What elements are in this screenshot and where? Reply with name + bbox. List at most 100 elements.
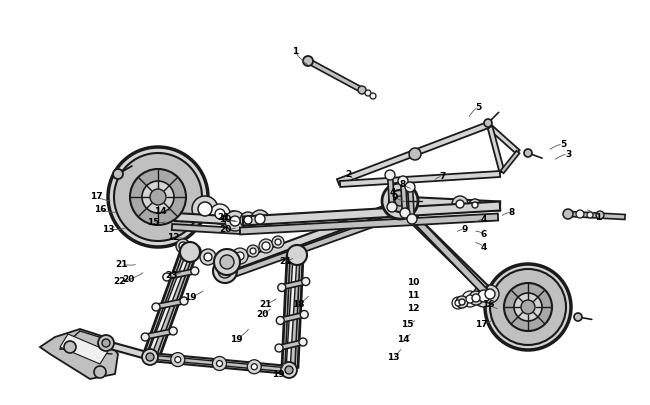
Circle shape: [469, 291, 483, 305]
Polygon shape: [175, 213, 243, 226]
Text: 17: 17: [474, 320, 488, 329]
Polygon shape: [282, 257, 303, 367]
Circle shape: [456, 296, 468, 308]
Text: 10: 10: [407, 278, 419, 287]
Circle shape: [455, 300, 461, 306]
Circle shape: [478, 290, 490, 302]
Circle shape: [215, 209, 225, 220]
Circle shape: [596, 211, 604, 220]
Text: 20: 20: [256, 310, 268, 319]
Circle shape: [220, 256, 234, 269]
Text: 17: 17: [90, 192, 102, 201]
Text: 14: 14: [396, 335, 410, 344]
Circle shape: [281, 362, 297, 378]
Circle shape: [472, 202, 478, 209]
Circle shape: [278, 284, 286, 292]
Text: 21: 21: [259, 300, 271, 309]
Circle shape: [230, 216, 240, 226]
Circle shape: [365, 91, 371, 97]
Circle shape: [171, 353, 185, 367]
Polygon shape: [172, 224, 240, 234]
Circle shape: [180, 297, 188, 305]
Text: 2: 2: [345, 170, 351, 179]
Circle shape: [255, 215, 265, 224]
Circle shape: [98, 335, 114, 351]
Text: 21: 21: [218, 213, 230, 222]
Text: 9: 9: [462, 225, 468, 234]
Circle shape: [300, 311, 308, 319]
Text: 1: 1: [292, 47, 298, 56]
Text: 3: 3: [565, 150, 571, 159]
Text: 8: 8: [509, 208, 515, 217]
Circle shape: [462, 291, 478, 307]
Circle shape: [370, 94, 376, 100]
Circle shape: [484, 120, 492, 128]
Circle shape: [216, 360, 222, 367]
Circle shape: [563, 209, 573, 220]
Polygon shape: [279, 312, 306, 323]
Text: 13: 13: [387, 353, 399, 362]
Polygon shape: [309, 61, 361, 92]
Circle shape: [276, 317, 284, 325]
Text: 1: 1: [595, 213, 601, 222]
Text: 21: 21: [279, 257, 291, 266]
Text: 5: 5: [560, 140, 566, 149]
Circle shape: [162, 273, 171, 281]
Circle shape: [514, 293, 542, 321]
Circle shape: [387, 202, 397, 213]
Circle shape: [200, 249, 216, 265]
Text: 20: 20: [122, 275, 134, 284]
Circle shape: [130, 170, 186, 226]
Circle shape: [225, 211, 245, 231]
Circle shape: [152, 303, 160, 311]
Polygon shape: [242, 202, 500, 226]
Circle shape: [456, 200, 464, 209]
Circle shape: [485, 264, 571, 350]
Polygon shape: [286, 257, 297, 371]
Polygon shape: [224, 203, 396, 273]
Circle shape: [189, 245, 201, 257]
Circle shape: [236, 252, 244, 260]
Text: 22: 22: [114, 277, 126, 286]
Text: 21: 21: [116, 260, 128, 269]
Circle shape: [141, 333, 150, 341]
Circle shape: [247, 245, 259, 257]
Polygon shape: [340, 172, 500, 188]
Polygon shape: [104, 341, 153, 360]
Circle shape: [472, 294, 480, 302]
Text: 4: 4: [481, 243, 488, 252]
Polygon shape: [337, 123, 489, 185]
Circle shape: [218, 264, 232, 278]
Circle shape: [232, 248, 248, 264]
Circle shape: [469, 200, 481, 211]
Text: 14: 14: [153, 207, 166, 216]
Circle shape: [210, 205, 230, 224]
Circle shape: [192, 196, 218, 222]
Polygon shape: [500, 151, 519, 174]
Circle shape: [466, 295, 474, 303]
Circle shape: [389, 190, 411, 213]
Circle shape: [398, 177, 408, 187]
Circle shape: [176, 239, 190, 254]
Circle shape: [504, 284, 552, 331]
Polygon shape: [570, 212, 625, 220]
Circle shape: [146, 353, 154, 361]
Polygon shape: [488, 127, 504, 173]
Circle shape: [587, 213, 593, 218]
Circle shape: [302, 278, 310, 286]
Circle shape: [385, 171, 395, 181]
Circle shape: [485, 289, 495, 299]
Circle shape: [180, 243, 200, 262]
Circle shape: [213, 357, 226, 371]
Polygon shape: [400, 179, 408, 215]
Circle shape: [114, 153, 202, 241]
Text: 18: 18: [292, 300, 304, 309]
Circle shape: [405, 183, 415, 192]
Circle shape: [250, 248, 256, 254]
Polygon shape: [150, 353, 289, 374]
Polygon shape: [165, 269, 196, 280]
Text: 15: 15: [147, 218, 159, 227]
Circle shape: [407, 215, 417, 224]
Circle shape: [102, 339, 110, 347]
Circle shape: [150, 190, 166, 205]
